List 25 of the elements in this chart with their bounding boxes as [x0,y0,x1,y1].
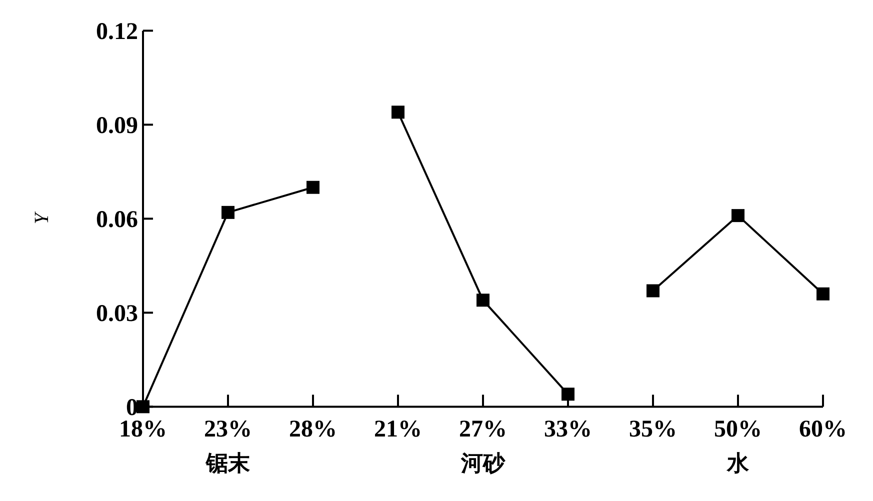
x-tick-label: 33% [544,416,592,443]
x-tick-label: 23% [204,416,252,443]
point [136,400,150,414]
text: 水 [726,452,750,477]
y-axis-title: Y [31,211,53,224]
point [732,209,744,222]
text: 锯末 [205,452,251,477]
point [562,388,574,401]
y-tick-label: 0.06 [96,207,138,234]
point [392,106,404,119]
x-tick-label: 60% [799,416,847,443]
y-tick-label: 0.09 [96,113,138,140]
point [306,180,320,194]
point [222,206,234,219]
x-tick-label: 21% [374,416,422,443]
y-tick-label: 0.12 [96,19,138,46]
point [646,284,660,298]
point [816,287,830,300]
x-tick-label: 35% [629,416,677,443]
y-tick-label: 0.03 [96,301,138,328]
text: 河砂 [460,452,506,477]
x-tick-label: 50% [714,416,762,443]
x-tick-label: 27% [459,416,507,443]
point [476,294,490,307]
x-tick-label: 28% [289,416,337,443]
